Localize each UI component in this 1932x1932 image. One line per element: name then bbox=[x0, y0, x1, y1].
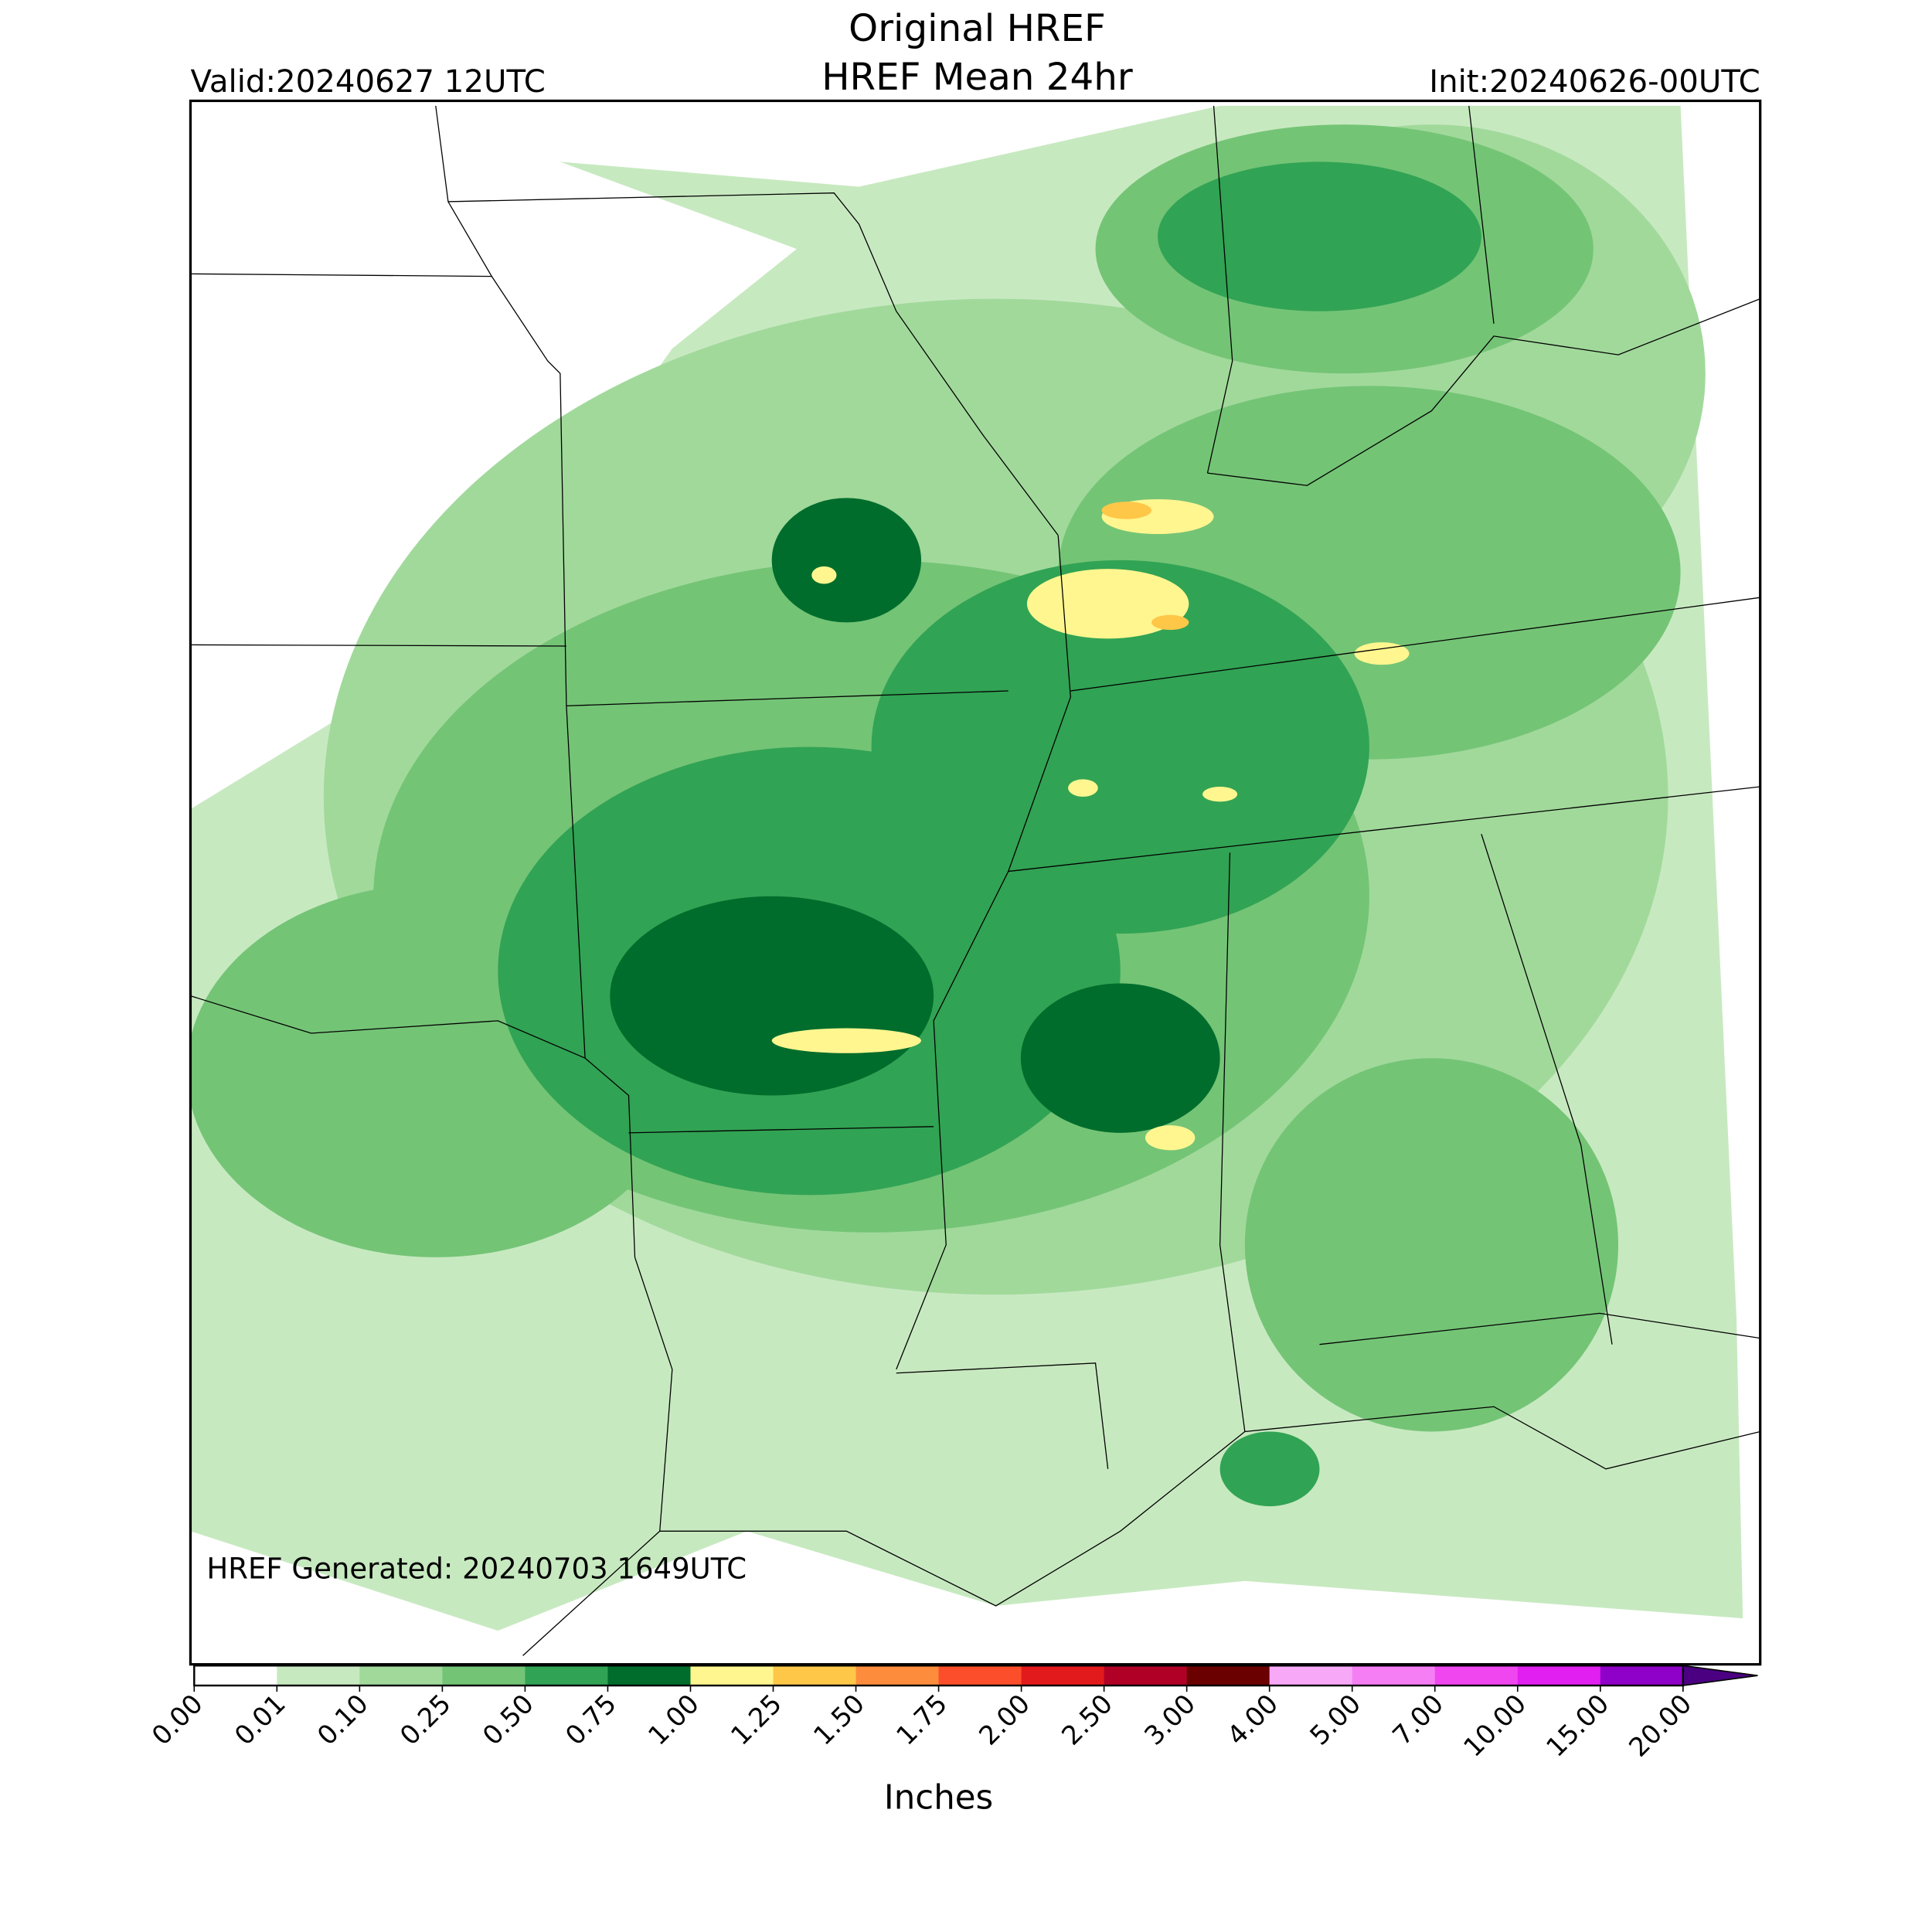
colorbar-tick-label: 0.10 bbox=[311, 1689, 374, 1751]
colorbar-segment bbox=[277, 1665, 361, 1686]
state-borders bbox=[190, 105, 1760, 1656]
colorbar-segment bbox=[690, 1665, 774, 1686]
colorbar-tick-label: 0.75 bbox=[560, 1689, 622, 1751]
colorbar-segment bbox=[525, 1665, 609, 1686]
colorbar-tick-label: 1.50 bbox=[808, 1689, 870, 1751]
colorbar-tick-label: 0.01 bbox=[229, 1689, 291, 1751]
colorbar-segment bbox=[442, 1665, 526, 1686]
colorbar-tick-label: 0.25 bbox=[394, 1689, 457, 1751]
colorbar-segment bbox=[1021, 1665, 1105, 1686]
generated-note: HREF Generated: 20240703 1649UTC bbox=[206, 1553, 747, 1586]
colorbar-tick-label: 4.00 bbox=[1221, 1689, 1284, 1751]
map-frame bbox=[189, 99, 1762, 1666]
colorbar-tick-label: 10.00 bbox=[1458, 1689, 1532, 1763]
colorbar-segment bbox=[1600, 1665, 1684, 1686]
colorbar-segment bbox=[1434, 1665, 1519, 1686]
colorbar-tick-label: 0.00 bbox=[146, 1689, 209, 1751]
colorbar-tick-label: 1.00 bbox=[642, 1689, 705, 1751]
colorbar-segment bbox=[359, 1665, 444, 1686]
colorbar-segment bbox=[1269, 1665, 1353, 1686]
colorbar-tick-label: 2.00 bbox=[973, 1689, 1036, 1751]
subtitle: HREF Mean 24hr bbox=[821, 56, 1133, 99]
colorbar-segment bbox=[194, 1665, 278, 1686]
colorbar-tick-label: 20.00 bbox=[1623, 1689, 1697, 1763]
init-time: Init:20240626-00UTC bbox=[1429, 64, 1760, 100]
colorbar-tick-label: 0.50 bbox=[477, 1689, 539, 1751]
colorbar-tick-label: 5.00 bbox=[1304, 1689, 1366, 1751]
colorbar-segment bbox=[855, 1665, 940, 1686]
colorbar-tick-label: 1.75 bbox=[890, 1689, 953, 1751]
colorbar-segment bbox=[607, 1665, 692, 1686]
title: Original HREF bbox=[849, 7, 1106, 50]
colorbar-tick-label: 15.00 bbox=[1540, 1689, 1614, 1763]
colorbar-extend bbox=[1682, 1665, 1758, 1686]
colorbar: 0.00 0.01 0.10 0.25 0.50 0.75 1.00 1.25 1.50 1.75… bbox=[146, 1665, 1758, 1763]
colorbar-tick-label: 3.00 bbox=[1138, 1689, 1201, 1751]
colorbar-tick-label: 7.00 bbox=[1386, 1689, 1449, 1751]
colorbar-segment bbox=[938, 1665, 1022, 1686]
valid-time: Valid:20240627 12UTC bbox=[190, 64, 545, 100]
colorbar-segment bbox=[1186, 1665, 1270, 1686]
colorbar-segment bbox=[1517, 1665, 1601, 1686]
colorbar-label: Inches bbox=[884, 1779, 993, 1818]
map bbox=[190, 105, 1760, 1656]
colorbar-segment bbox=[773, 1665, 857, 1686]
colorbar-segment bbox=[1352, 1665, 1436, 1686]
precip-field bbox=[190, 124, 1706, 1507]
colorbar-segment bbox=[1104, 1665, 1188, 1686]
colorbar-tick-label: 1.25 bbox=[725, 1689, 787, 1751]
colorbar-tick-label: 2.50 bbox=[1056, 1689, 1118, 1751]
